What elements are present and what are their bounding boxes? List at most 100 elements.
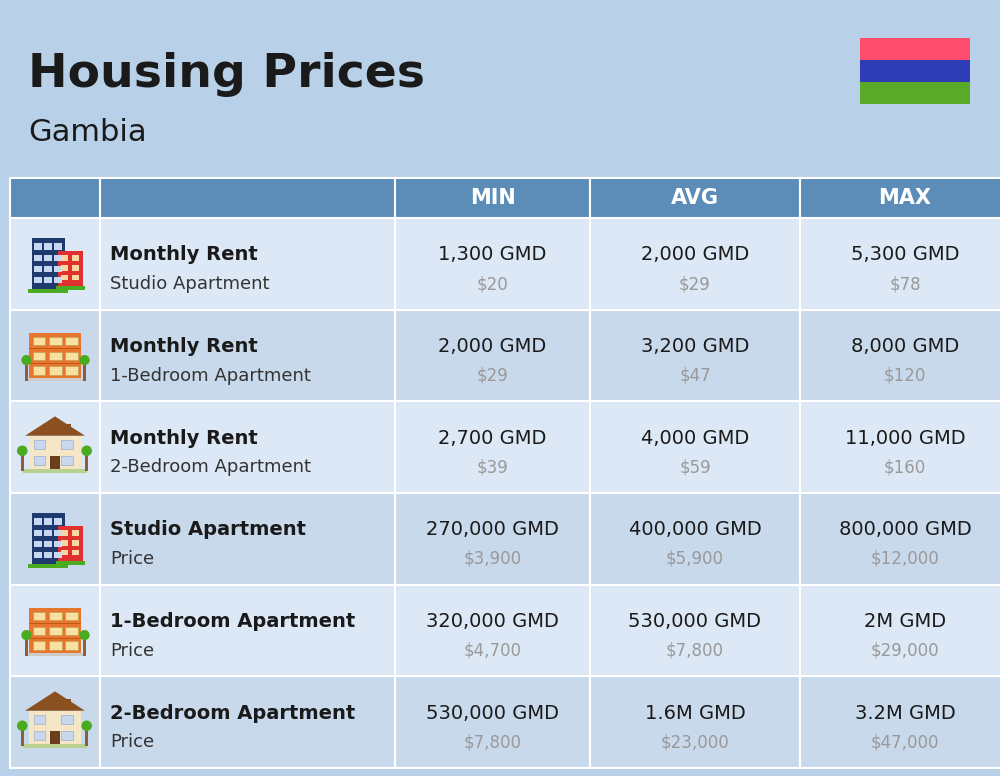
Bar xyxy=(44,541,52,547)
Bar xyxy=(85,729,88,746)
Bar xyxy=(100,584,395,677)
Bar xyxy=(44,255,52,261)
Bar xyxy=(44,277,52,283)
Bar xyxy=(65,612,78,621)
Text: 1,300 GMD: 1,300 GMD xyxy=(438,245,547,264)
Bar xyxy=(50,456,60,469)
Text: Housing Prices: Housing Prices xyxy=(28,52,425,97)
Bar xyxy=(61,255,68,261)
Circle shape xyxy=(17,445,28,456)
Text: $120: $120 xyxy=(884,367,926,385)
Bar xyxy=(72,265,79,271)
Bar xyxy=(590,584,800,677)
Text: 11,000 GMD: 11,000 GMD xyxy=(845,428,965,448)
Bar xyxy=(72,540,79,546)
Bar xyxy=(10,677,100,768)
Bar xyxy=(27,653,83,656)
Text: $23,000: $23,000 xyxy=(661,733,729,751)
Bar xyxy=(100,178,395,218)
Bar xyxy=(34,715,45,724)
Text: $78: $78 xyxy=(889,275,921,293)
Circle shape xyxy=(81,445,92,456)
Bar xyxy=(29,638,81,639)
Bar xyxy=(29,363,81,365)
Text: 3.2M GMD: 3.2M GMD xyxy=(855,704,955,722)
Circle shape xyxy=(81,720,92,731)
Text: $12,000: $12,000 xyxy=(871,550,939,568)
Text: 2-Bedroom Apartment: 2-Bedroom Apartment xyxy=(110,459,311,476)
Bar xyxy=(61,549,68,556)
Text: Price: Price xyxy=(110,642,154,660)
Bar xyxy=(29,711,81,744)
Text: $3,900: $3,900 xyxy=(463,550,522,568)
Text: 3,200 GMD: 3,200 GMD xyxy=(641,337,749,356)
Bar xyxy=(83,365,86,381)
Text: Price: Price xyxy=(110,550,154,568)
Bar xyxy=(860,60,970,82)
Text: $160: $160 xyxy=(884,459,926,476)
Bar xyxy=(34,541,42,547)
Bar xyxy=(44,266,52,272)
Text: Studio Apartment: Studio Apartment xyxy=(110,275,270,293)
Bar xyxy=(29,608,81,653)
Text: AVG: AVG xyxy=(671,188,719,208)
Bar xyxy=(44,518,52,525)
Bar xyxy=(65,352,78,360)
Bar xyxy=(72,549,79,556)
Bar xyxy=(72,255,79,261)
Text: $20: $20 xyxy=(477,275,508,293)
Text: 530,000 GMD: 530,000 GMD xyxy=(629,611,762,631)
Bar xyxy=(49,612,62,621)
Text: Gambia: Gambia xyxy=(28,118,147,147)
Bar xyxy=(10,310,100,401)
Bar xyxy=(54,530,62,535)
Bar xyxy=(33,642,45,650)
Bar xyxy=(590,178,800,218)
Circle shape xyxy=(79,355,90,365)
Bar xyxy=(25,365,28,381)
Text: $39: $39 xyxy=(477,459,508,476)
Bar xyxy=(61,275,68,280)
Bar xyxy=(100,677,395,768)
Bar xyxy=(72,530,79,535)
Bar xyxy=(65,338,78,345)
Bar xyxy=(72,275,79,280)
Bar xyxy=(10,493,100,584)
Bar xyxy=(860,38,970,60)
Bar xyxy=(29,333,81,379)
Text: Monthly Rent: Monthly Rent xyxy=(110,337,258,356)
Text: 8,000 GMD: 8,000 GMD xyxy=(851,337,959,356)
Bar xyxy=(33,338,45,345)
Bar xyxy=(34,440,45,449)
Bar xyxy=(34,518,42,525)
Bar xyxy=(58,526,83,561)
Text: Studio Apartment: Studio Apartment xyxy=(110,520,306,539)
Bar xyxy=(395,178,590,218)
Bar xyxy=(590,310,800,401)
Bar xyxy=(27,379,83,381)
Bar xyxy=(800,677,1000,768)
Bar xyxy=(33,627,45,635)
Bar xyxy=(32,513,65,564)
Bar xyxy=(33,366,45,375)
Polygon shape xyxy=(25,417,85,436)
Bar xyxy=(33,612,45,621)
Text: 800,000 GMD: 800,000 GMD xyxy=(839,520,971,539)
Bar xyxy=(590,218,800,310)
Bar xyxy=(61,540,68,546)
Bar xyxy=(800,218,1000,310)
Bar xyxy=(54,266,62,272)
Text: 270,000 GMD: 270,000 GMD xyxy=(426,520,559,539)
Bar xyxy=(860,82,970,104)
Bar xyxy=(54,552,62,558)
Bar xyxy=(61,731,73,740)
Bar xyxy=(65,627,78,635)
Bar xyxy=(49,352,62,360)
Bar xyxy=(49,642,62,650)
Text: 2,000 GMD: 2,000 GMD xyxy=(438,337,547,356)
Circle shape xyxy=(21,355,32,365)
Bar xyxy=(590,493,800,584)
Bar xyxy=(65,642,78,650)
Polygon shape xyxy=(25,691,85,711)
Text: 5,300 GMD: 5,300 GMD xyxy=(851,245,959,264)
